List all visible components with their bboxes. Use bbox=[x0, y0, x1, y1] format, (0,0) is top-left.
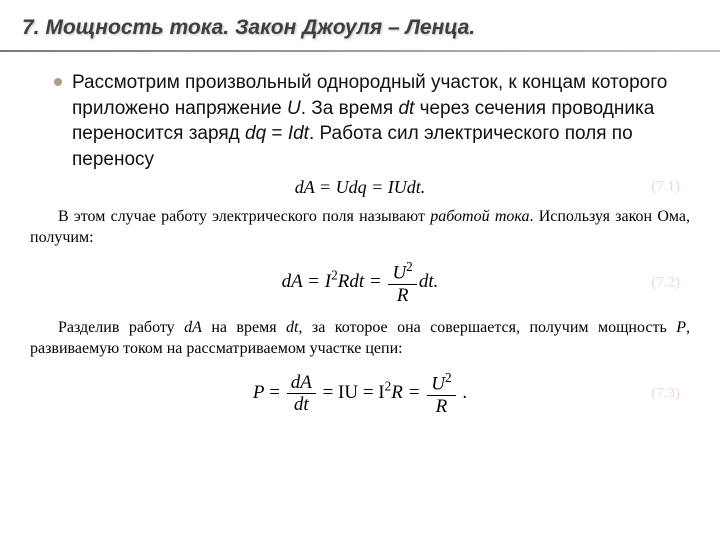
bullet-icon bbox=[54, 78, 62, 86]
eqc-f1-den: dt bbox=[287, 394, 316, 416]
eqc-eq2: = IU = I bbox=[318, 382, 385, 403]
p1-dq: dq bbox=[245, 123, 266, 144]
eqb-tail: dt. bbox=[419, 271, 439, 292]
equation-a: dA = Udq = IUdt. (7.1) bbox=[0, 177, 720, 198]
eqc-R: R = bbox=[391, 382, 425, 403]
eqc-f2-den: R bbox=[427, 396, 455, 418]
eqc-frac2: U2 R bbox=[427, 370, 455, 418]
serif2-p: Разделив работу dA на время dt, за котор… bbox=[30, 317, 690, 360]
slide-root: { "colors": { "heading_text": "#3f3f3f",… bbox=[0, 0, 720, 540]
eqb-lead: dA = I bbox=[282, 271, 331, 292]
eqb-frac: U2 R bbox=[388, 259, 416, 307]
eq-b-number: (7.2) bbox=[651, 274, 680, 291]
s2-t3: , за которое она совершается, получим мо… bbox=[298, 319, 676, 336]
eqc-frac1: dAdt bbox=[287, 372, 316, 417]
p1-dt: dt bbox=[398, 98, 414, 119]
eqc-P: P bbox=[253, 382, 265, 403]
paragraph-1: Рассмотрим произвольный однородный участ… bbox=[72, 70, 690, 173]
p1-U: U bbox=[287, 98, 301, 119]
serif1-p: В этом случае работу электрического поля… bbox=[30, 206, 690, 249]
eqb-num-sup: 2 bbox=[406, 259, 413, 274]
eqc-f2-num-sup: 2 bbox=[445, 370, 452, 385]
s2-t2: на время bbox=[202, 319, 286, 336]
eqc-f1-num: dA bbox=[287, 372, 316, 395]
s1-emph: работой тока bbox=[430, 208, 529, 225]
slide-title: 7. Мощность тока. Закон Джоуля – Ленца. bbox=[0, 0, 720, 46]
p1-t2: . За время bbox=[301, 98, 399, 119]
bullet-item: Рассмотрим произвольный однородный участ… bbox=[54, 70, 690, 173]
eqc-tail: . bbox=[458, 382, 468, 403]
body-block: Рассмотрим произвольный однородный участ… bbox=[0, 52, 720, 173]
equation-c: P = dAdt = IU = I 2 R = U2 R . (7.3) bbox=[0, 370, 720, 418]
eqc-eq1: = bbox=[264, 382, 284, 403]
eqb-mid: Rdt = bbox=[338, 271, 387, 292]
s2-dt: dt bbox=[286, 319, 298, 336]
eqb-num: U bbox=[392, 262, 406, 283]
eq-a-number: (7.1) bbox=[651, 179, 680, 196]
p1-Idt: Idt bbox=[288, 123, 309, 144]
eq-a-text: dA = Udq = IUdt. bbox=[295, 177, 425, 197]
eqc-f2-num: U bbox=[431, 373, 445, 394]
p1-eq: = bbox=[266, 123, 288, 144]
eqb-sup1: 2 bbox=[331, 268, 338, 283]
s2-dA: dA bbox=[184, 319, 202, 336]
s2-t1: Разделив работу bbox=[58, 319, 184, 336]
equation-b: dA = I2Rdt = U2Rdt. (7.2) bbox=[0, 259, 720, 307]
eqb-den: R bbox=[388, 285, 416, 307]
s2-P: P bbox=[676, 319, 686, 336]
eq-c-number: (7.3) bbox=[651, 385, 680, 402]
serif-para-1: В этом случае работу электрического поля… bbox=[0, 206, 720, 249]
serif-para-2: Разделив работу dA на время dt, за котор… bbox=[0, 317, 720, 360]
s1-t1: В этом случае работу электрического поля… bbox=[58, 208, 430, 225]
